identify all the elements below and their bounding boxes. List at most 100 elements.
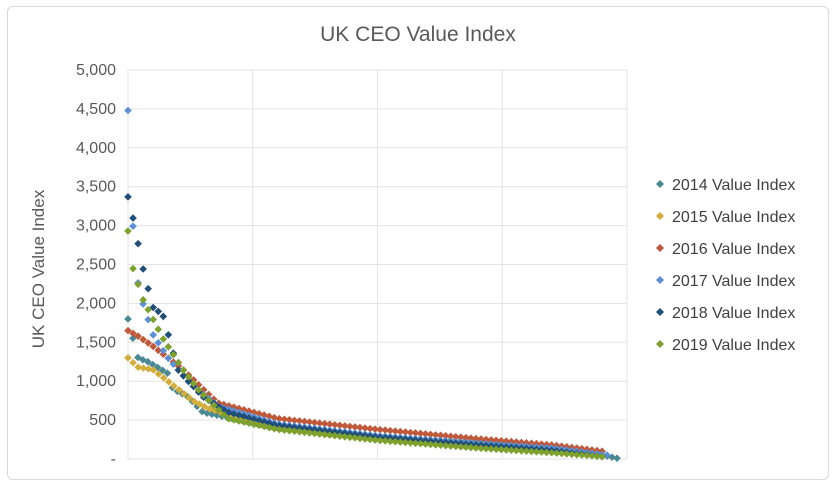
data-point — [401, 438, 410, 447]
data-point — [245, 419, 253, 427]
data-point — [517, 447, 526, 455]
data-point — [391, 427, 400, 435]
data-point — [124, 106, 132, 115]
legend: 2014 Value Index 2015 Value Index 2016 Val… — [656, 177, 795, 354]
data-point — [164, 354, 173, 363]
data-point — [230, 416, 238, 424]
data-point — [235, 417, 243, 425]
data-point — [250, 408, 258, 417]
data-point — [366, 424, 374, 433]
y-tick-label: 1,500 — [76, 334, 116, 351]
data-point — [467, 434, 475, 442]
data-point — [613, 454, 621, 463]
data-point — [366, 435, 374, 444]
data-point — [179, 371, 188, 380]
data-point — [441, 432, 450, 440]
data-point — [149, 342, 158, 351]
data-point — [159, 335, 168, 343]
data-point — [139, 300, 147, 308]
data-point — [199, 391, 208, 399]
data-point — [477, 444, 485, 453]
data-point — [436, 431, 445, 440]
data-point — [256, 419, 265, 427]
data-point — [497, 436, 505, 445]
data-point — [148, 360, 157, 369]
data-point — [361, 424, 369, 432]
data-point — [567, 450, 576, 459]
data-point — [179, 366, 188, 375]
y-tick-label: 500 — [89, 412, 116, 429]
data-point — [236, 414, 245, 422]
legend-marker — [656, 340, 664, 348]
data-point — [371, 436, 379, 444]
data-point — [153, 363, 162, 372]
y-tick-label: 3,500 — [76, 179, 116, 196]
legend-label: 2016 Value Index — [672, 241, 795, 258]
data-point — [532, 447, 541, 456]
data-point — [245, 407, 253, 415]
data-point — [255, 409, 263, 418]
legend-label: 2017 Value Index — [672, 273, 795, 290]
data-point — [452, 432, 460, 441]
data-point — [431, 431, 440, 439]
legend-label: 2015 Value Index — [672, 209, 795, 226]
data-point — [184, 373, 193, 381]
data-point — [537, 448, 546, 456]
y-tick-label: 2,500 — [76, 257, 116, 274]
data-point — [208, 410, 216, 419]
data-point — [462, 443, 470, 452]
data-point — [320, 430, 329, 439]
data-point — [441, 441, 450, 450]
data-point — [164, 330, 173, 339]
data-point — [477, 435, 485, 443]
data-point — [154, 307, 163, 316]
data-point — [189, 379, 198, 388]
data-point — [341, 422, 349, 430]
data-point — [310, 429, 319, 438]
data-point — [143, 357, 152, 366]
data-point — [134, 332, 142, 340]
data-point — [194, 381, 203, 389]
data-point — [416, 439, 425, 448]
data-point — [270, 413, 279, 422]
data-point — [315, 430, 324, 438]
data-point — [356, 423, 364, 432]
data-point — [386, 437, 395, 446]
y-axis-label: UK CEO Value Index — [29, 189, 48, 348]
data-point — [275, 425, 284, 434]
data-point — [225, 414, 233, 423]
data-point — [149, 366, 158, 374]
data-point — [391, 437, 400, 446]
data-point — [149, 315, 158, 324]
data-point — [204, 396, 213, 405]
data-point — [164, 343, 173, 351]
data-point — [547, 448, 556, 457]
data-point — [588, 452, 596, 460]
data-point — [250, 420, 258, 429]
data-point — [386, 426, 395, 435]
chart-svg: UK CEO Value Index - 500 1,000 1,500 2,000 2,… — [29, 23, 795, 468]
data-point — [330, 420, 339, 429]
data-point — [356, 434, 364, 443]
data-point — [381, 426, 389, 434]
data-point — [165, 378, 173, 386]
legend-marker — [656, 308, 664, 316]
legend-label: 2018 Value Index — [672, 305, 795, 322]
data-point — [203, 409, 211, 417]
data-point — [198, 407, 206, 416]
data-point — [204, 390, 213, 399]
data-point — [169, 360, 178, 369]
data-point — [452, 442, 460, 451]
y-tick-label: 4,500 — [76, 101, 116, 118]
data-point — [361, 435, 369, 443]
data-point — [139, 296, 147, 304]
y-tick-label: 3,000 — [76, 218, 116, 235]
data-point — [457, 433, 465, 442]
data-point — [446, 432, 455, 441]
legend-label: 2019 Value Index — [672, 337, 795, 354]
data-point — [325, 420, 334, 429]
data-point — [144, 315, 152, 324]
data-point — [426, 440, 435, 449]
data-point — [195, 400, 204, 408]
data-point — [163, 369, 172, 377]
